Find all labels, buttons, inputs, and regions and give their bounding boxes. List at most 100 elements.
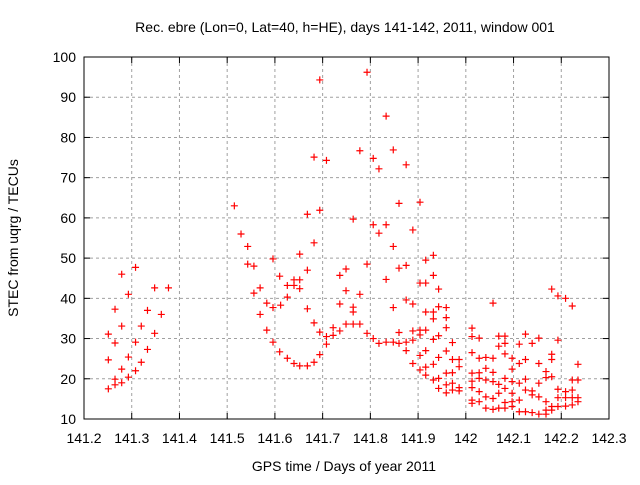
data-point xyxy=(468,399,476,407)
data-point xyxy=(562,402,570,410)
data-point xyxy=(356,290,364,298)
data-point xyxy=(468,369,476,377)
x-tick-label: 141.4 xyxy=(162,430,197,446)
data-point xyxy=(448,386,456,394)
data-point xyxy=(482,393,490,401)
data-point xyxy=(349,320,357,328)
data-point xyxy=(276,348,284,356)
data-point xyxy=(515,379,523,387)
data-point xyxy=(296,362,304,370)
data-point xyxy=(475,374,483,382)
data-point xyxy=(143,306,151,314)
data-point xyxy=(508,389,516,397)
data-point xyxy=(157,310,165,318)
y-tick-label: 50 xyxy=(60,250,76,266)
data-point xyxy=(508,403,516,411)
data-point xyxy=(468,349,476,357)
data-point xyxy=(104,330,112,338)
data-point xyxy=(164,284,172,292)
data-point xyxy=(342,320,350,328)
data-point xyxy=(528,391,536,399)
data-point xyxy=(482,353,490,361)
data-point xyxy=(422,326,430,334)
y-tick-label: 70 xyxy=(60,170,76,186)
data-point xyxy=(342,287,350,295)
x-tick-label: 141.9 xyxy=(401,430,436,446)
data-point xyxy=(402,296,410,304)
data-point xyxy=(349,308,357,316)
data-point xyxy=(515,396,523,404)
data-point xyxy=(256,284,264,292)
data-point xyxy=(429,308,437,316)
data-point xyxy=(495,332,503,340)
data-point xyxy=(515,340,523,348)
data-point xyxy=(316,206,324,214)
data-point xyxy=(389,146,397,154)
data-point xyxy=(395,264,403,272)
data-point xyxy=(409,300,417,308)
data-point xyxy=(574,398,582,406)
data-point xyxy=(256,310,264,318)
data-point xyxy=(482,376,490,384)
data-point xyxy=(382,275,390,283)
data-point xyxy=(151,284,159,292)
data-point xyxy=(489,354,497,362)
data-point xyxy=(277,301,285,309)
data-point xyxy=(422,363,430,371)
data-point xyxy=(515,408,523,416)
data-point xyxy=(422,279,430,287)
data-point xyxy=(303,266,311,274)
data-point xyxy=(269,338,277,346)
y-axis-label: STEC from uqrg / TECUs xyxy=(5,159,21,317)
data-point xyxy=(475,388,483,396)
data-point xyxy=(501,350,509,358)
data-point xyxy=(402,338,410,346)
data-point xyxy=(429,360,437,368)
data-point xyxy=(290,281,298,289)
data-point xyxy=(263,326,271,334)
data-point xyxy=(132,367,140,375)
data-point xyxy=(409,336,417,344)
data-point xyxy=(422,308,430,316)
data-point xyxy=(382,338,390,346)
data-point xyxy=(562,388,570,396)
y-tick-label: 100 xyxy=(53,49,77,65)
data-point xyxy=(489,378,497,386)
plot-frame xyxy=(83,56,610,420)
data-point xyxy=(296,285,304,293)
data-point xyxy=(435,303,443,311)
data-point xyxy=(468,384,476,392)
x-tick-label: 142.1 xyxy=(496,430,531,446)
data-point xyxy=(442,314,450,322)
x-tick-label: 141.7 xyxy=(305,430,340,446)
data-point xyxy=(442,389,450,397)
data-point xyxy=(548,373,556,381)
data-point xyxy=(429,335,437,343)
data-point xyxy=(535,359,543,367)
data-point xyxy=(501,374,509,382)
data-point xyxy=(244,260,252,268)
data-point xyxy=(554,385,562,393)
data-point xyxy=(568,386,576,394)
data-point xyxy=(455,355,463,363)
grid-lines xyxy=(84,57,609,419)
data-point xyxy=(104,385,112,393)
x-tick-label: 142.3 xyxy=(591,430,626,446)
data-point xyxy=(442,324,450,332)
data-point xyxy=(375,339,383,347)
data-point xyxy=(369,335,377,343)
data-point xyxy=(489,299,497,307)
data-point xyxy=(508,354,516,362)
data-point xyxy=(269,255,277,263)
data-point xyxy=(521,386,529,394)
y-tick-label: 10 xyxy=(60,411,76,427)
y-tick-label: 30 xyxy=(60,331,76,347)
data-point xyxy=(124,290,132,298)
data-point xyxy=(237,230,245,238)
data-point xyxy=(435,353,443,361)
data-point xyxy=(303,305,311,313)
data-point xyxy=(442,304,450,312)
data-point xyxy=(542,368,550,376)
data-point xyxy=(111,375,119,383)
data-point xyxy=(448,379,456,387)
